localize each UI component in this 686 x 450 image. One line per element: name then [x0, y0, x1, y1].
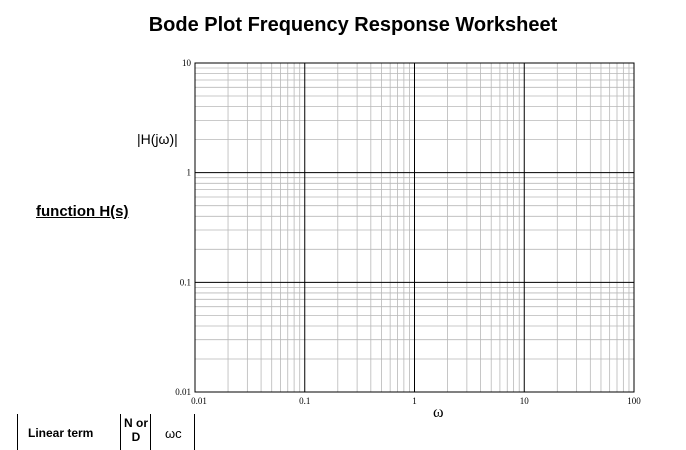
tick-labels: 0.01 0.1 1 10 100 0.01 0.1 1 10: [175, 58, 641, 406]
linear-term-label: Linear term: [28, 426, 94, 440]
linear-term-header: Linear term: [17, 414, 121, 450]
n-or-d-header: N or D: [122, 414, 151, 450]
y-tick-label: 0.01: [175, 387, 191, 397]
major-gridlines: [195, 63, 634, 392]
y-axis-label: |H(jω)|: [137, 131, 178, 147]
minor-gridlines: [195, 63, 634, 392]
y-tick-label: 1: [187, 168, 192, 178]
function-label: function H(s): [36, 203, 129, 220]
x-tick-label: 10: [520, 396, 530, 406]
plot-frame: [194, 62, 635, 393]
corner-frequency-label: ωc: [165, 426, 182, 441]
n-or-d-line1: N or: [124, 416, 148, 430]
x-tick-label: 100: [627, 396, 641, 406]
corner-frequency-header: ωc: [152, 414, 195, 450]
x-tick-label: 1: [412, 396, 417, 406]
x-tick-label: 0.1: [299, 396, 310, 406]
n-or-d-line2: D: [131, 430, 141, 444]
page-title: Bode Plot Frequency Response Worksheet: [148, 14, 558, 36]
x-axis-label: ω: [433, 404, 444, 421]
x-tick-label: 0.01: [191, 396, 207, 406]
y-tick-label: 10: [182, 58, 192, 68]
y-tick-label: 0.1: [180, 277, 191, 287]
